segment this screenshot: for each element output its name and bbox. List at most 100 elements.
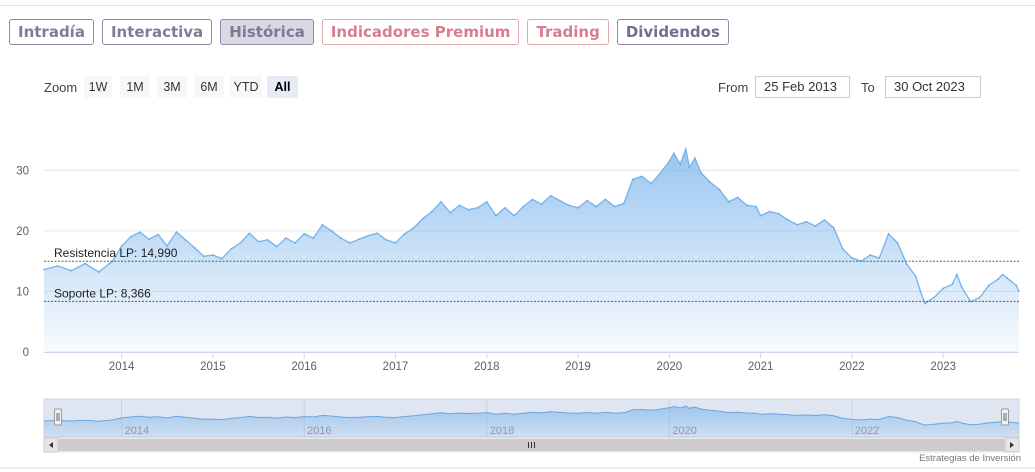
tab-intradia[interactable]: Intradía [9,19,94,45]
data-point [1001,273,1004,276]
x-tick-label: 2017 [383,361,409,373]
data-point [239,242,242,244]
data-point [896,242,899,244]
zoom-3m-button[interactable]: 3M [157,76,187,98]
tab-dividendos[interactable]: Dividendos [616,19,729,45]
zoom-1w-button[interactable]: 1W [84,76,112,98]
data-point [449,211,452,214]
data-point [956,273,958,276]
data-point [276,245,278,248]
data-point [257,241,260,243]
x-tick-label: 2021 [748,361,774,373]
data-point [586,199,588,202]
data-point [915,275,917,278]
data-point [139,231,141,233]
data-point [869,254,871,256]
data-point [294,242,296,244]
x-tick-label: 2022 [839,361,865,373]
tab-historica[interactable]: Histórica [220,19,314,45]
data-point [559,199,561,202]
data-point [339,237,342,239]
data-point [1018,290,1020,293]
data-point [759,214,762,217]
to-date-input[interactable]: 30 Oct 2023 [885,76,981,98]
x-tick-label: 2020 [657,361,683,373]
data-point [458,204,461,207]
data-point [175,231,178,233]
tab-trading[interactable]: Trading [527,19,609,45]
x-tick-label: 2018 [474,361,500,373]
data-point [212,254,214,256]
data-point [486,201,488,203]
data-point [832,227,835,229]
tab-indicadores-premium[interactable]: Indicadores Premium [321,19,520,45]
chart-credit[interactable]: Estrategias de Inversión [919,453,1021,464]
data-point [531,198,534,201]
data-point [412,227,415,229]
data-point [778,213,780,215]
data-point [842,248,844,250]
navigator-line [43,405,1020,426]
data-point [495,214,497,217]
data-point [394,242,397,244]
zoom-ytd-button[interactable]: YTD [230,76,262,98]
support-label: Soporte LP: 8,366 [54,286,151,300]
data-point [303,233,306,235]
data-point [467,208,470,211]
data-point [718,188,721,191]
y-tick-label: 0 [23,347,29,359]
data-point [385,239,388,241]
scrollbar-right-button[interactable] [1004,437,1020,453]
data-point [632,178,634,181]
data-point [709,181,712,184]
handle-grip[interactable] [54,408,62,426]
scrollbar-left-button[interactable] [43,437,59,453]
data-point [604,198,607,201]
data-point [737,196,739,199]
data-point [522,205,525,208]
data-point [796,224,798,226]
navigator-handle-left[interactable] [54,408,62,426]
data-point [769,210,771,213]
data-point [942,287,944,290]
navigator-area [44,406,1019,437]
data-point [476,207,479,209]
y-tick-label: 30 [16,165,29,177]
data-point [513,214,515,217]
y-tick-label: 20 [16,226,29,238]
data-point [668,160,671,162]
data-point [933,296,935,299]
data-point [349,242,351,244]
data-point [1006,277,1008,279]
data-point [878,257,881,259]
data-point [221,257,223,260]
top-divider [0,5,1035,6]
data-point [129,236,132,238]
handle-grip[interactable] [1001,408,1009,426]
data-point [540,203,543,205]
data-point [312,237,315,239]
data-point [376,232,379,235]
zoom-6m-button[interactable]: 6M [194,76,224,98]
data-point [358,238,360,241]
data-point [248,232,251,235]
data-point [577,207,579,209]
zoom-all-button[interactable]: All [267,76,298,98]
data-point [440,201,442,203]
arrow-right-icon [1010,442,1014,448]
data-point [120,245,123,247]
data-point [659,172,661,175]
from-date-input[interactable]: 25 Feb 2013 [755,76,850,98]
data-point [746,204,748,207]
data-point [403,233,406,235]
zoom-1m-button[interactable]: 1M [120,76,150,98]
tab-interactiva[interactable]: Interactiva [101,19,213,45]
arrow-left-icon [49,442,53,448]
zoom-label: Zoom [44,80,78,95]
data-point [951,283,954,286]
navigator-handle-right[interactable] [1001,408,1009,426]
data-point [595,205,598,208]
data-point [1015,284,1018,287]
data-point [70,270,73,272]
